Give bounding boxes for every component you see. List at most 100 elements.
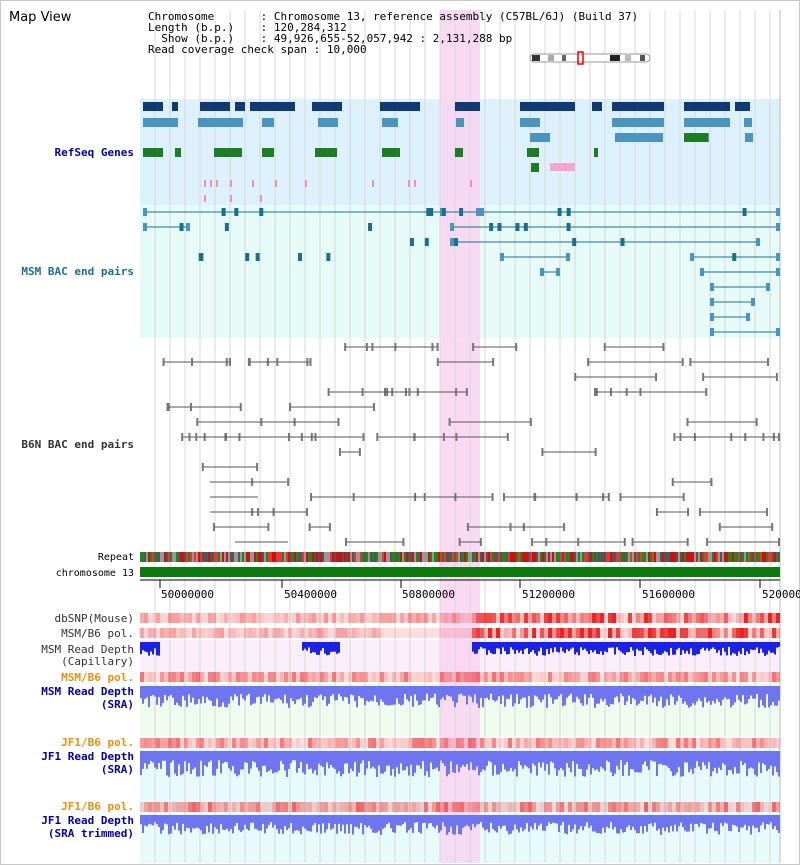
polymorphism-cell	[284, 802, 288, 812]
repeat-element	[666, 552, 668, 562]
track-label-b6n-bac[interactable]: B6N BAC end pairs	[21, 438, 134, 451]
track-label-msm-bac[interactable]: MSM BAC end pairs	[21, 265, 134, 278]
repeat-element	[526, 552, 528, 562]
read-depth-bar	[316, 815, 318, 833]
read-depth-bar	[628, 686, 630, 696]
read-depth-bar	[738, 815, 740, 833]
track-label-jf1-depth-sra[interactable]: JF1 Read Depth	[41, 750, 134, 763]
track-label-jf1-depth-trimmed[interactable]: JF1 Read Depth	[41, 814, 134, 827]
read-depth-bar	[464, 815, 466, 827]
read-depth-bar	[422, 751, 424, 762]
read-depth-bar	[180, 751, 182, 776]
repeat-element	[194, 552, 196, 562]
track-label-msm-depth-capillary[interactable]: MSM Read Depth	[41, 643, 134, 656]
track-label-msm-depth-sra[interactable]: MSM Read Depth	[41, 685, 134, 698]
track-label-dbsnp[interactable]: dbSNP(Mouse)	[54, 612, 134, 625]
track-label-repeat[interactable]: Repeat	[97, 552, 134, 563]
read-depth-bar	[708, 815, 710, 829]
read-depth-bar	[318, 751, 320, 764]
polymorphism-cell	[312, 802, 316, 812]
read-depth-bar	[734, 642, 736, 654]
polymorphism-cell	[752, 738, 756, 748]
read-depth-bar	[550, 751, 552, 762]
track-label-msm-b6-pol-2[interactable]: MSM/B6 pol.	[61, 671, 134, 684]
b6n-bac-end	[706, 538, 709, 546]
read-depth-bar	[632, 815, 634, 827]
read-depth-bar	[218, 815, 220, 834]
polymorphism-cell	[648, 628, 652, 638]
read-depth-bar	[722, 815, 724, 826]
b6n-bac-end	[458, 538, 461, 546]
read-depth-bar	[140, 815, 142, 825]
track-label-refseq[interactable]: RefSeq Genes	[54, 146, 134, 159]
polymorphism-cell	[476, 738, 480, 748]
refseq-gene	[214, 148, 242, 157]
read-depth-bar	[210, 815, 212, 824]
polymorphism-cell	[204, 738, 208, 748]
read-depth-bar	[220, 686, 222, 707]
repeat-element	[406, 552, 408, 562]
read-depth-bar	[500, 815, 502, 829]
read-depth-bar	[710, 751, 712, 777]
read-depth-bar	[262, 751, 264, 766]
b6n-bac-end	[362, 433, 365, 441]
msm-bac-end	[199, 253, 204, 261]
polymorphism-cell	[512, 738, 516, 748]
polymorphism-cell	[452, 613, 456, 623]
read-depth-bar	[616, 815, 618, 834]
read-depth-bar	[238, 815, 240, 831]
read-depth-bar	[180, 686, 182, 707]
polymorphism-cell	[668, 802, 672, 812]
polymorphism-cell	[244, 738, 248, 748]
polymorphism-cell	[552, 628, 556, 638]
read-depth-bar	[686, 642, 688, 651]
polymorphism-cell	[536, 738, 540, 748]
read-depth-bar	[288, 815, 290, 829]
read-depth-bar	[614, 751, 616, 774]
repeat-element	[774, 552, 776, 562]
polymorphism-cell	[648, 672, 652, 682]
read-depth-bar	[676, 686, 678, 702]
b6n-bac-end	[189, 403, 192, 411]
polymorphism-cell	[704, 802, 708, 812]
b6n-bac-end	[492, 358, 495, 366]
read-depth-bar	[520, 751, 522, 766]
polymorphism-cell	[220, 628, 224, 638]
read-depth-bar	[554, 815, 556, 824]
polymorphism-cell	[688, 738, 692, 748]
read-depth-bar	[592, 642, 594, 653]
polymorphism-cell	[744, 802, 748, 812]
read-depth-bar	[732, 751, 734, 775]
polymorphism-cell	[296, 613, 300, 623]
repeat-element	[662, 552, 664, 562]
polymorphism-cell	[296, 802, 300, 812]
b6n-bac-end	[431, 343, 434, 351]
polymorphism-cell	[196, 738, 200, 748]
read-depth-bar	[684, 751, 686, 763]
read-depth-bar	[724, 686, 726, 698]
read-depth-bar	[690, 686, 692, 707]
read-depth-bar	[386, 686, 388, 706]
track-label-jf1-b6-pol-2[interactable]: JF1/B6 pol.	[61, 800, 134, 813]
read-depth-bar	[624, 815, 626, 832]
read-depth-bar	[610, 642, 612, 648]
track-label-jf1-b6-pol[interactable]: JF1/B6 pol.	[61, 736, 134, 749]
polymorphism-cell	[532, 672, 536, 682]
polymorphism-cell	[744, 672, 748, 682]
read-depth-bar	[224, 686, 226, 707]
read-depth-bar	[230, 815, 232, 830]
b6n-bac-end	[455, 433, 458, 441]
repeat-element	[682, 552, 684, 562]
read-depth-bar	[650, 686, 652, 695]
read-depth-bar	[398, 686, 400, 704]
track-label-msm-b6-pol[interactable]: MSM/B6 pol.	[61, 627, 134, 640]
polymorphism-cell	[356, 613, 360, 623]
repeat-element	[192, 552, 194, 562]
b6n-bac-end	[371, 343, 374, 351]
read-depth-bar	[646, 815, 648, 832]
read-depth-bar	[774, 751, 776, 767]
polymorphism-cell	[256, 738, 260, 748]
polymorphism-cell	[428, 628, 432, 638]
read-depth-bar	[208, 751, 210, 762]
